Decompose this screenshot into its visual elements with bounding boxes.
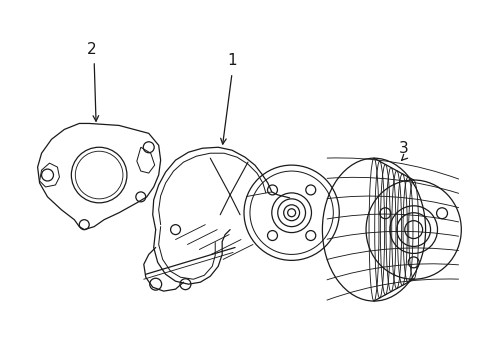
Text: 1: 1 — [227, 53, 236, 68]
Text: 2: 2 — [86, 41, 96, 57]
Text: 3: 3 — [398, 141, 408, 156]
